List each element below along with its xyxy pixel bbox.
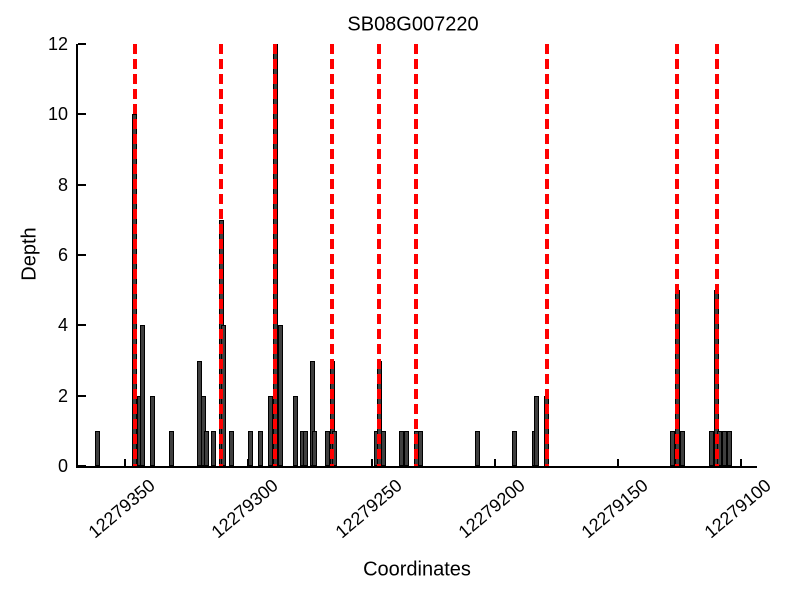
y-tick-mark (78, 324, 86, 327)
depth-bar (149, 395, 155, 466)
x-tick-label: 12279150 (577, 475, 652, 543)
depth-bar (512, 430, 518, 466)
y-tick-mark (78, 113, 86, 116)
x-tick-mark (124, 459, 127, 467)
y-tick-label: 6 (57, 245, 68, 265)
x-tick-label: 12279300 (207, 475, 283, 543)
snp-marker-dashed-line (330, 44, 335, 466)
x-tick-label: 12279200 (454, 475, 529, 543)
y-tick-mark (78, 43, 86, 45)
depth-bar (277, 325, 283, 466)
snp-marker-dashed-line (219, 44, 224, 466)
depth-bar (726, 430, 732, 466)
depth-bar (709, 430, 715, 466)
depth-bar (418, 430, 424, 466)
x-tick-mark (370, 459, 373, 467)
y-axis-spine (76, 44, 78, 468)
depth-bar (211, 430, 217, 466)
depth-bar (721, 430, 727, 466)
x-tick-mark (493, 459, 496, 467)
depth-bar (324, 430, 330, 466)
snp-marker-dashed-line (377, 44, 382, 466)
depth-bar (403, 430, 409, 466)
x-axis-spine (76, 466, 757, 468)
y-tick-label: 2 (57, 385, 68, 406)
depth-bar (248, 430, 254, 466)
snp-marker-dashed-line (544, 44, 549, 466)
depth-bar (534, 395, 540, 466)
depth-bar (381, 430, 387, 466)
x-tick-label: 12279100 (701, 475, 776, 543)
depth-bar (95, 430, 101, 466)
y-tick-mark (78, 465, 86, 467)
y-tick-mark (78, 254, 86, 256)
snp-marker-dashed-line (675, 44, 680, 466)
y-tick-label: 4 (57, 315, 68, 336)
depth-bar (398, 430, 404, 466)
x-tick-label: 12279250 (331, 475, 406, 543)
snp-marker-dashed-line (414, 44, 418, 466)
depth-bar (312, 430, 318, 466)
x-tick-mark (740, 459, 743, 467)
depth-bar (292, 395, 298, 466)
depth-bar (169, 430, 175, 466)
chart-title: SB08G007220 (347, 13, 479, 36)
x-axis-label: Coordinates (363, 558, 471, 581)
snp-marker-dashed-line (714, 44, 719, 466)
y-tick-label: 12 (47, 34, 68, 54)
depth-bar (203, 430, 209, 466)
depth-bar (669, 430, 675, 466)
depth-bar (302, 430, 308, 466)
depth-bar (139, 325, 145, 466)
snp-marker-dashed-line (273, 44, 278, 466)
depth-bar (475, 430, 481, 466)
x-tick-label: 12279350 (84, 475, 159, 543)
snp-marker-dashed-line (132, 44, 137, 466)
depth-bar (268, 395, 274, 466)
depth-bar (228, 430, 234, 466)
y-tick-label: 10 (47, 104, 68, 125)
depth-bar (258, 430, 264, 466)
y-tick-mark (78, 394, 86, 397)
y-tick-label: 8 (57, 174, 68, 195)
x-tick-mark (247, 459, 250, 467)
x-tick-mark (617, 459, 620, 467)
depth-bar (196, 360, 202, 466)
y-tick-mark (78, 183, 86, 186)
y-tick-label: 0 (57, 456, 68, 476)
depth-bar (679, 430, 685, 466)
